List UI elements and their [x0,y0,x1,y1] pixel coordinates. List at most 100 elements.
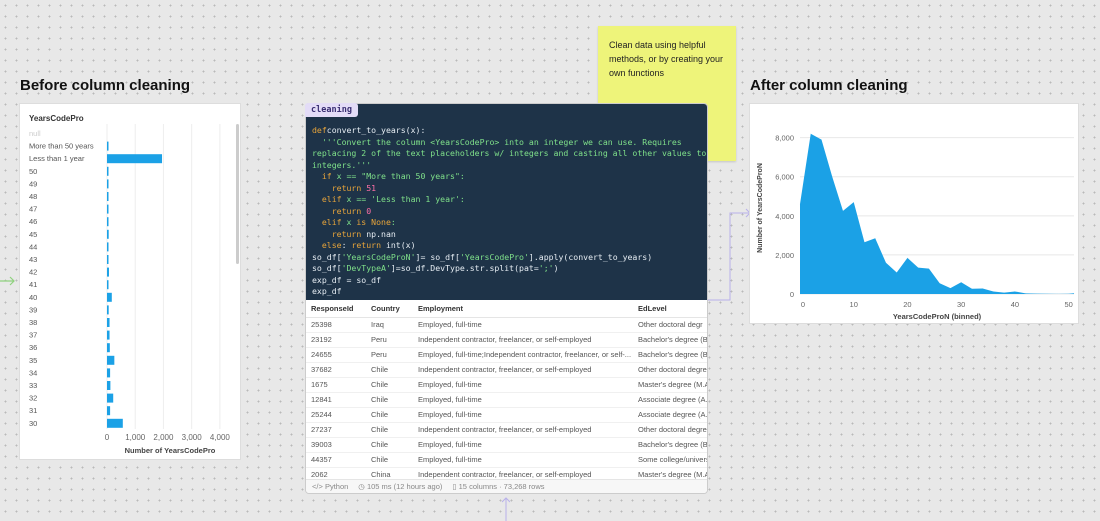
code-token: replacing 2 of the text placeholders w/ … [312,148,707,158]
x-tick-label: 1,000 [125,433,146,442]
table-cell: Associate degree (A. [633,392,707,408]
x-axis-label: Number of YearsCodePro [125,446,216,455]
x-tick-label: 0 [801,300,805,309]
y-tick-label: 40 [29,293,37,302]
cell-tag[interactable]: cleaning [305,103,358,117]
x-axis-label: YearsCodeProN (binned) [893,312,982,321]
table-cell: Employed, full-time [413,392,633,408]
table-cell: Other doctoral degre [633,422,707,438]
y-tick-label: 42 [29,268,37,277]
y-tick-label: 2,000 [775,251,794,260]
table-cell: Associate degree (A. [633,407,707,423]
table-row[interactable]: 37682 Chile Independent contractor, freela… [306,362,707,378]
y-tick-label: 35 [29,356,37,365]
table-cell: Independent contractor, freelancer, or s… [413,362,633,378]
table-row[interactable]: 23192 Peru Independent contractor, freelan… [306,332,707,348]
y-tick-label: 0 [790,290,794,299]
column-header[interactable]: Employment [413,300,633,318]
y-tick-label: 4,000 [775,212,794,221]
x-tick-label: 30 [957,300,965,309]
code-token: 51 [366,182,377,193]
table-cell: Bachelor's degree (B. [633,347,707,363]
table-cell: Some college/univers [633,452,707,468]
y-tick-label: Less than 1 year [29,154,85,163]
scrollbar [236,124,239,264]
bar [107,179,109,189]
connector-line [501,497,511,521]
bar [107,292,112,302]
area-series [800,133,1074,294]
before-chart-card[interactable]: YearsCodePro 0 1,000 2,000 3,000 4,000 null Mor… [19,103,241,460]
table-row[interactable]: 24655 Peru Employed, full-time;Independent… [306,347,707,363]
x-tick-label: 4,000 [210,433,231,442]
table-cell: 25244 [306,407,366,423]
table-cell: 24655 [306,347,366,363]
code-token: x [341,217,357,227]
table-cell: 12841 [306,392,366,408]
table-cell: Chile [366,392,413,408]
code-line: return np.nan [312,229,701,241]
table-row[interactable]: 1675 Chile Employed, full-time Master's deg… [306,377,707,393]
shape-label: ▯ 15 columns · 73,268 rows [452,482,545,491]
column-header[interactable]: EdLevel [633,300,707,318]
table-cell: Chile [366,452,413,468]
y-tick-label: 48 [29,192,37,201]
table-row[interactable]: 25244 Chile Employed, full-time Associate d… [306,407,707,423]
code-cell[interactable]: defconvert_to_years(x): '''Convert the c… [305,103,708,494]
y-tick-label: 39 [29,305,37,314]
column-header[interactable]: Country [366,300,413,318]
y-tick-label: 32 [29,394,37,403]
table-cell: Independent contractor, freelancer, or s… [413,422,633,438]
code-line: so_df['DevTypeA']=so_df.DevType.str.spli… [312,263,701,275]
y-tick-label: 30 [29,419,37,428]
code-editor[interactable]: defconvert_to_years(x): '''Convert the c… [306,104,707,300]
bar [107,141,109,151]
connector-arrow-icon [0,276,15,286]
x-tick-label: 20 [903,300,911,309]
table-cell: 39003 [306,437,366,453]
code-token: else [312,240,342,250]
code-token: : [341,240,352,250]
x-tick-label: 0 [105,433,110,442]
y-tick-label: 36 [29,343,37,352]
code-token: ]=so_df.DevType.str.split(pat= [390,263,539,273]
code-token: return [312,205,367,216]
code-token: exp_df = so_df [312,274,382,285]
y-tick-label: 33 [29,381,37,390]
bar [107,318,110,327]
table-cell: Other doctoral degre [633,362,707,378]
bar [107,305,109,315]
y-tick-label: 37 [29,331,37,340]
y-tick-label: null [29,129,41,138]
code-token: exp_df [312,286,342,296]
code-token: 0 [366,205,372,216]
y-tick-label: 6,000 [775,173,794,182]
y-tick-label: 44 [29,242,37,251]
table-row[interactable]: 27237 Chile Independent contractor, freela… [306,422,707,438]
cell-footer: </> Python ◷ 105 ms (12 hours ago) ▯ 15 … [306,479,707,493]
chart-title: YearsCodePro [29,114,84,123]
table-cell: Employed, full-time [413,377,633,393]
table-cell: 23192 [306,332,366,348]
code-line: elif x is None: [312,217,701,229]
code-line: '''Convert the column <YearsCodePro> int… [312,137,701,149]
code-line: replacing 2 of the text placeholders w/ … [312,148,706,160]
code-line: defconvert_to_years(x): [312,125,701,137]
bar [107,330,110,340]
y-tick-label: 31 [29,406,37,415]
y-tick-label: More than 50 years [29,142,94,151]
table-row[interactable]: 12841 Chile Employed, full-time Associate d… [306,392,707,408]
table-cell: Other doctoral degr [633,317,707,333]
code-token: 'DevTypeA' [341,263,391,273]
bar [107,204,109,214]
table-row[interactable]: 44357 Chile Employed, full-time Some colleg… [306,452,707,468]
table-row[interactable]: 39003 Chile Employed, full-time Bachelor's … [306,437,707,453]
table-row[interactable]: 2062 China Independent contractor, freelan… [306,467,707,483]
column-header[interactable]: ResponseId [306,300,366,318]
code-token: so_df[ [312,251,342,262]
bar-chart: YearsCodePro 0 1,000 2,000 3,000 4,000 null Mor… [29,114,239,455]
after-chart-card[interactable]: 0 2,000 4,000 6,000 8,000 0 10 20 30 40 50 YearsCod… [749,103,1079,324]
code-token: elif [312,194,342,204]
table-cell: Chile [366,437,413,453]
table-row[interactable]: 25398 Iraq Employed, full-time Other doctor… [306,317,707,333]
